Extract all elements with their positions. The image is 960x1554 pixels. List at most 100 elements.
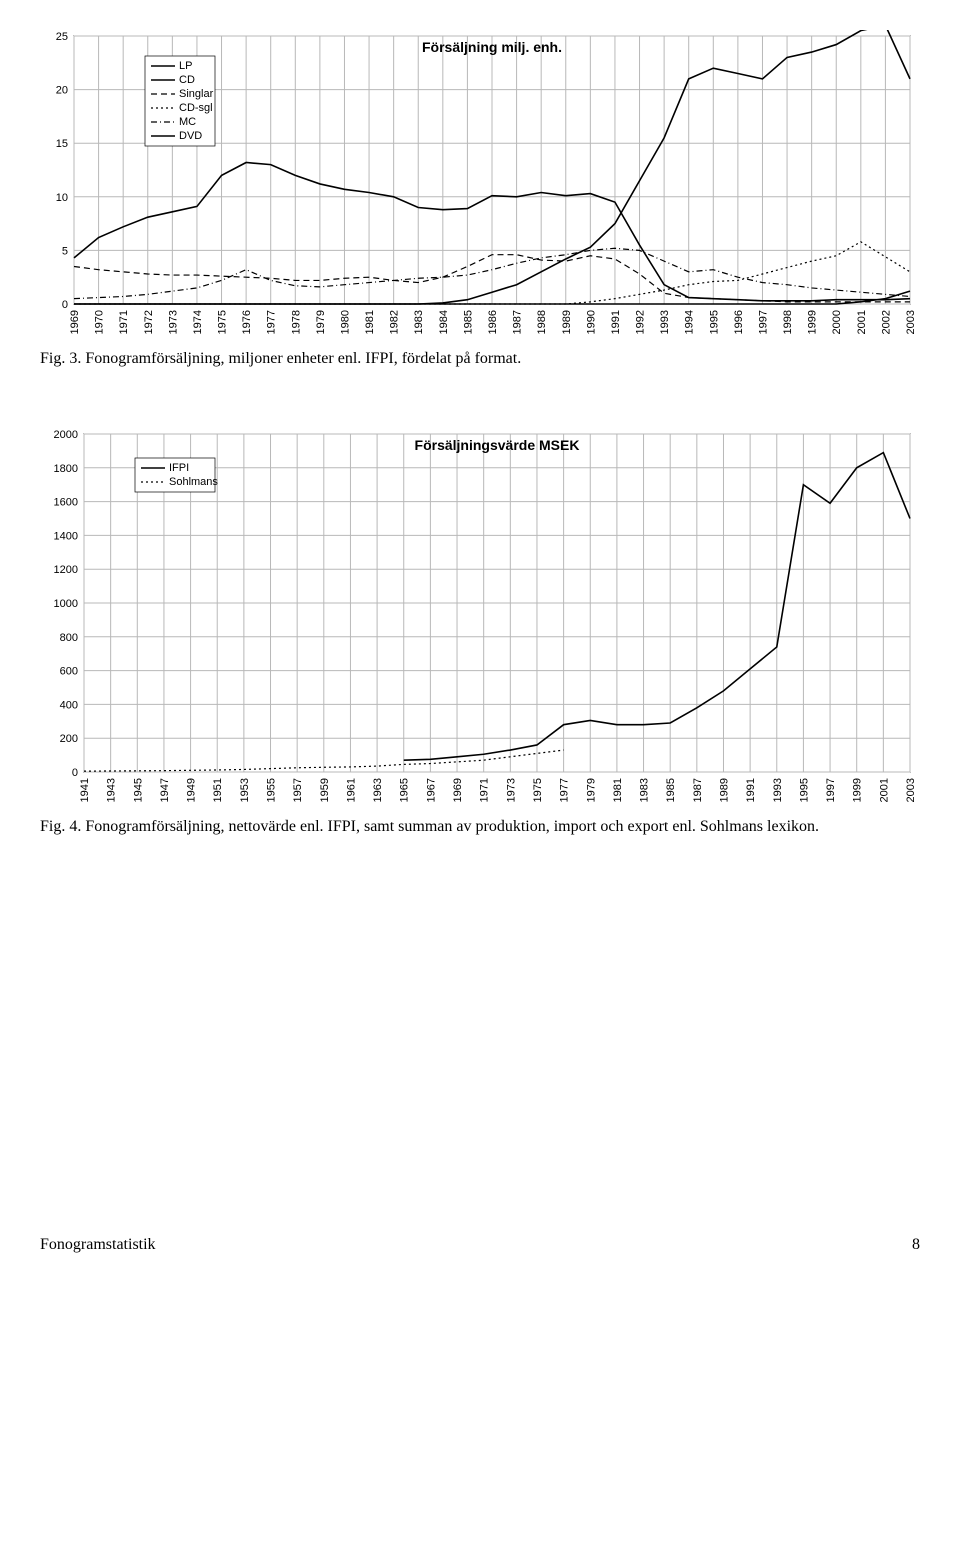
svg-text:600: 600 bbox=[60, 666, 78, 678]
svg-text:LP: LP bbox=[179, 60, 192, 72]
svg-text:1957: 1957 bbox=[292, 778, 304, 802]
caption-2: Fig. 4. Fonogramförsäljning, nettovärde … bbox=[40, 818, 920, 836]
svg-text:1996: 1996 bbox=[733, 310, 745, 334]
svg-text:Sohlmans: Sohlmans bbox=[169, 476, 218, 488]
svg-text:CD: CD bbox=[179, 74, 195, 86]
svg-text:Singlar: Singlar bbox=[179, 88, 214, 100]
svg-text:1000: 1000 bbox=[54, 598, 78, 610]
svg-text:1984: 1984 bbox=[438, 310, 450, 334]
svg-text:1971: 1971 bbox=[479, 778, 491, 802]
svg-text:CD-sgl: CD-sgl bbox=[179, 102, 213, 114]
svg-text:25: 25 bbox=[56, 31, 68, 43]
svg-text:1999: 1999 bbox=[852, 778, 864, 802]
svg-text:1990: 1990 bbox=[585, 310, 597, 334]
chart-2: 0 200 400 600 800 1000 1200 1400 1600 1800 2000 194… bbox=[40, 428, 920, 808]
svg-text:1943: 1943 bbox=[106, 778, 118, 802]
svg-text:1978: 1978 bbox=[290, 310, 302, 334]
svg-text:1970: 1970 bbox=[94, 310, 106, 334]
svg-text:2003: 2003 bbox=[905, 778, 917, 802]
svg-text:Försäljning milj. enh.: Försäljning milj. enh. bbox=[422, 39, 562, 55]
chart-1: 0 5 10 15 20 25 1969 1970 1971 1972 1973 1974 1975 19… bbox=[40, 30, 920, 340]
svg-text:1982: 1982 bbox=[389, 310, 401, 334]
svg-text:IFPI: IFPI bbox=[169, 462, 189, 474]
svg-text:2003: 2003 bbox=[905, 310, 917, 334]
svg-text:1979: 1979 bbox=[315, 310, 327, 334]
svg-text:1989: 1989 bbox=[718, 778, 730, 802]
svg-text:800: 800 bbox=[60, 632, 78, 644]
svg-text:1975: 1975 bbox=[217, 310, 229, 334]
svg-text:1973: 1973 bbox=[505, 778, 517, 802]
svg-text:1991: 1991 bbox=[610, 310, 622, 334]
svg-text:1997: 1997 bbox=[825, 778, 837, 802]
svg-text:400: 400 bbox=[60, 699, 78, 711]
svg-text:1980: 1980 bbox=[339, 310, 351, 334]
svg-text:1989: 1989 bbox=[561, 310, 573, 334]
svg-text:DVD: DVD bbox=[179, 130, 202, 142]
svg-text:200: 200 bbox=[60, 733, 78, 745]
svg-text:1985: 1985 bbox=[462, 310, 474, 334]
svg-text:1995: 1995 bbox=[708, 310, 720, 334]
svg-text:2001: 2001 bbox=[856, 310, 868, 334]
svg-text:20: 20 bbox=[56, 85, 68, 97]
svg-text:1977: 1977 bbox=[266, 310, 278, 334]
svg-text:1985: 1985 bbox=[665, 778, 677, 802]
svg-text:1987: 1987 bbox=[692, 778, 704, 802]
svg-text:1941: 1941 bbox=[79, 778, 91, 802]
svg-text:Försäljningsvärde MSEK: Försäljningsvärde MSEK bbox=[415, 437, 580, 453]
svg-text:1986: 1986 bbox=[487, 310, 499, 334]
svg-text:1992: 1992 bbox=[635, 310, 647, 334]
svg-text:2002: 2002 bbox=[880, 310, 892, 334]
svg-text:1993: 1993 bbox=[659, 310, 671, 334]
svg-text:1969: 1969 bbox=[69, 310, 81, 334]
svg-text:1976: 1976 bbox=[241, 310, 253, 334]
svg-text:1947: 1947 bbox=[159, 778, 171, 802]
svg-text:MC: MC bbox=[179, 116, 196, 128]
svg-text:2001: 2001 bbox=[878, 778, 890, 802]
svg-text:1971: 1971 bbox=[118, 310, 130, 334]
svg-text:1991: 1991 bbox=[745, 778, 757, 802]
svg-text:1983: 1983 bbox=[413, 310, 425, 334]
caption-1: Fig. 3. Fonogramförsäljning, miljoner en… bbox=[40, 350, 920, 368]
footer-left: Fonogramstatistik bbox=[40, 1236, 156, 1254]
svg-text:1961: 1961 bbox=[345, 778, 357, 802]
svg-text:1974: 1974 bbox=[192, 310, 204, 334]
svg-text:5: 5 bbox=[62, 245, 68, 257]
svg-text:1981: 1981 bbox=[612, 778, 624, 802]
svg-text:1963: 1963 bbox=[372, 778, 384, 802]
svg-text:1600: 1600 bbox=[54, 497, 78, 509]
svg-text:0: 0 bbox=[62, 299, 68, 311]
svg-text:1945: 1945 bbox=[132, 778, 144, 802]
svg-text:1993: 1993 bbox=[772, 778, 784, 802]
svg-text:1800: 1800 bbox=[54, 463, 78, 475]
svg-text:10: 10 bbox=[56, 192, 68, 204]
svg-text:1987: 1987 bbox=[512, 310, 524, 334]
svg-text:1969: 1969 bbox=[452, 778, 464, 802]
svg-text:0: 0 bbox=[72, 767, 78, 779]
svg-text:1975: 1975 bbox=[532, 778, 544, 802]
svg-text:1949: 1949 bbox=[186, 778, 198, 802]
svg-text:1400: 1400 bbox=[54, 530, 78, 542]
svg-text:2000: 2000 bbox=[831, 310, 843, 334]
svg-text:15: 15 bbox=[56, 138, 68, 150]
svg-text:1999: 1999 bbox=[807, 310, 819, 334]
svg-text:1955: 1955 bbox=[266, 778, 278, 802]
svg-text:1200: 1200 bbox=[54, 564, 78, 576]
footer-right: 8 bbox=[912, 1236, 920, 1254]
svg-text:1959: 1959 bbox=[319, 778, 331, 802]
svg-text:1953: 1953 bbox=[239, 778, 251, 802]
svg-text:1998: 1998 bbox=[782, 310, 794, 334]
svg-text:1979: 1979 bbox=[585, 778, 597, 802]
svg-text:1951: 1951 bbox=[212, 778, 224, 802]
svg-text:1965: 1965 bbox=[399, 778, 411, 802]
svg-text:1967: 1967 bbox=[425, 778, 437, 802]
svg-text:1973: 1973 bbox=[167, 310, 179, 334]
svg-text:1988: 1988 bbox=[536, 310, 548, 334]
svg-text:2000: 2000 bbox=[54, 429, 78, 441]
svg-text:1994: 1994 bbox=[684, 310, 696, 334]
svg-text:1977: 1977 bbox=[559, 778, 571, 802]
svg-text:1972: 1972 bbox=[143, 310, 155, 334]
svg-text:1983: 1983 bbox=[639, 778, 651, 802]
svg-text:1995: 1995 bbox=[798, 778, 810, 802]
svg-text:1997: 1997 bbox=[757, 310, 769, 334]
svg-text:1981: 1981 bbox=[364, 310, 376, 334]
